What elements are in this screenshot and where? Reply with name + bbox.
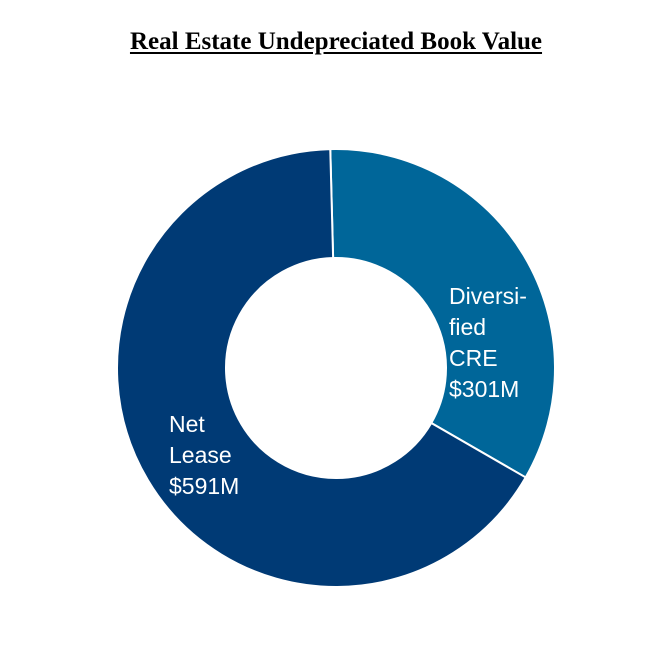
donut-labels: Diversi-fied CRE $301M Net Lease $591M (169, 283, 527, 499)
slice-label-net-lease: Net Lease $591M (169, 411, 239, 499)
slice-label-line: fied (449, 314, 486, 340)
slice-label-diversified-cre: Diversi-fied CRE $301M (449, 283, 527, 402)
slice-diversified-cre (329, 148, 556, 479)
slice-label-line: CRE (449, 345, 498, 371)
slice-label-line: $591M (169, 473, 239, 499)
slice-label-line: Net (169, 411, 205, 437)
slice-label-line: Diversi- (449, 283, 527, 309)
chart-title: Real Estate Undepreciated Book Value (129, 28, 543, 55)
donut-slices (116, 148, 556, 588)
slice-label-line: Lease (169, 442, 232, 468)
slice-label-line: $301M (449, 376, 519, 402)
slice-net-lease (116, 148, 528, 588)
